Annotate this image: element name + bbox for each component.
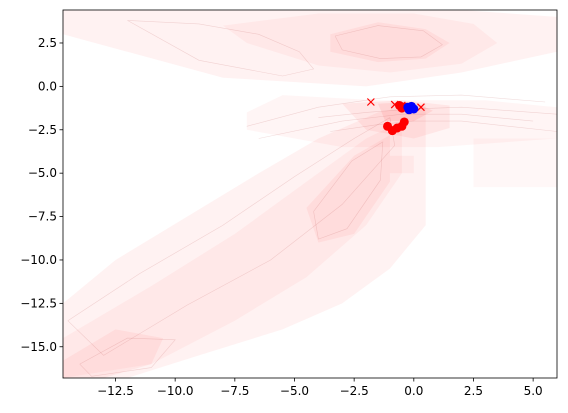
x-marker	[417, 103, 425, 112]
x-tick-label: −7.5	[220, 384, 249, 398]
y-axis: 2.5 0.0 −2.5 −5.0 −7.5 −10.0 −12.5 −15.0	[20, 36, 63, 354]
series-layer	[366, 98, 425, 136]
x-tick-label: −10.0	[157, 384, 194, 398]
plot-frame	[62, 9, 558, 379]
density-region-0	[63, 10, 557, 87]
contour-line-8	[258, 113, 534, 139]
x-tick-label: −2.5	[340, 384, 369, 398]
contour-line-1	[313, 141, 384, 240]
x-tick-label: −5.0	[280, 384, 309, 398]
y-tick-label: −15.0	[20, 340, 57, 354]
y-tick-label: −7.5	[28, 210, 57, 224]
y-tick-label: 2.5	[38, 36, 57, 50]
x-tick-label: 0.0	[404, 384, 423, 398]
y-tick-label: −2.5	[28, 123, 57, 137]
density-region-8	[342, 100, 450, 139]
y-tick-label: 0.0	[38, 79, 57, 93]
contour-line-3	[127, 20, 315, 77]
contour-line-7	[246, 94, 546, 127]
x-axis: −12.5 −10.0 −7.5 −5.0 −2.5 0.0 2.5 5.0	[97, 378, 543, 398]
x-tick-label: 5.0	[524, 384, 543, 398]
density-region-5	[306, 135, 390, 243]
density-region-6	[63, 329, 164, 378]
x-marker	[366, 98, 375, 106]
y-tick-label: −5.0	[28, 166, 57, 180]
density-region-1	[222, 13, 498, 73]
y-tick-label: −10.0	[20, 253, 57, 267]
red-point	[399, 117, 409, 127]
density-region-3	[63, 103, 426, 378]
density-layer	[63, 10, 557, 378]
density-region-10	[474, 139, 558, 188]
y-tick-label: −12.5	[20, 296, 57, 310]
contour-line-5	[318, 106, 557, 118]
x-tick-label: −12.5	[97, 384, 134, 398]
blue-point	[405, 103, 415, 113]
x-tick-label: 2.5	[464, 384, 483, 398]
contour-line-0	[79, 337, 176, 377]
density-region-4	[63, 121, 402, 378]
contour-line-2	[334, 25, 443, 59]
contour-line-6	[330, 120, 557, 132]
density-region-2	[330, 22, 450, 63]
density-region-11	[389, 155, 414, 174]
